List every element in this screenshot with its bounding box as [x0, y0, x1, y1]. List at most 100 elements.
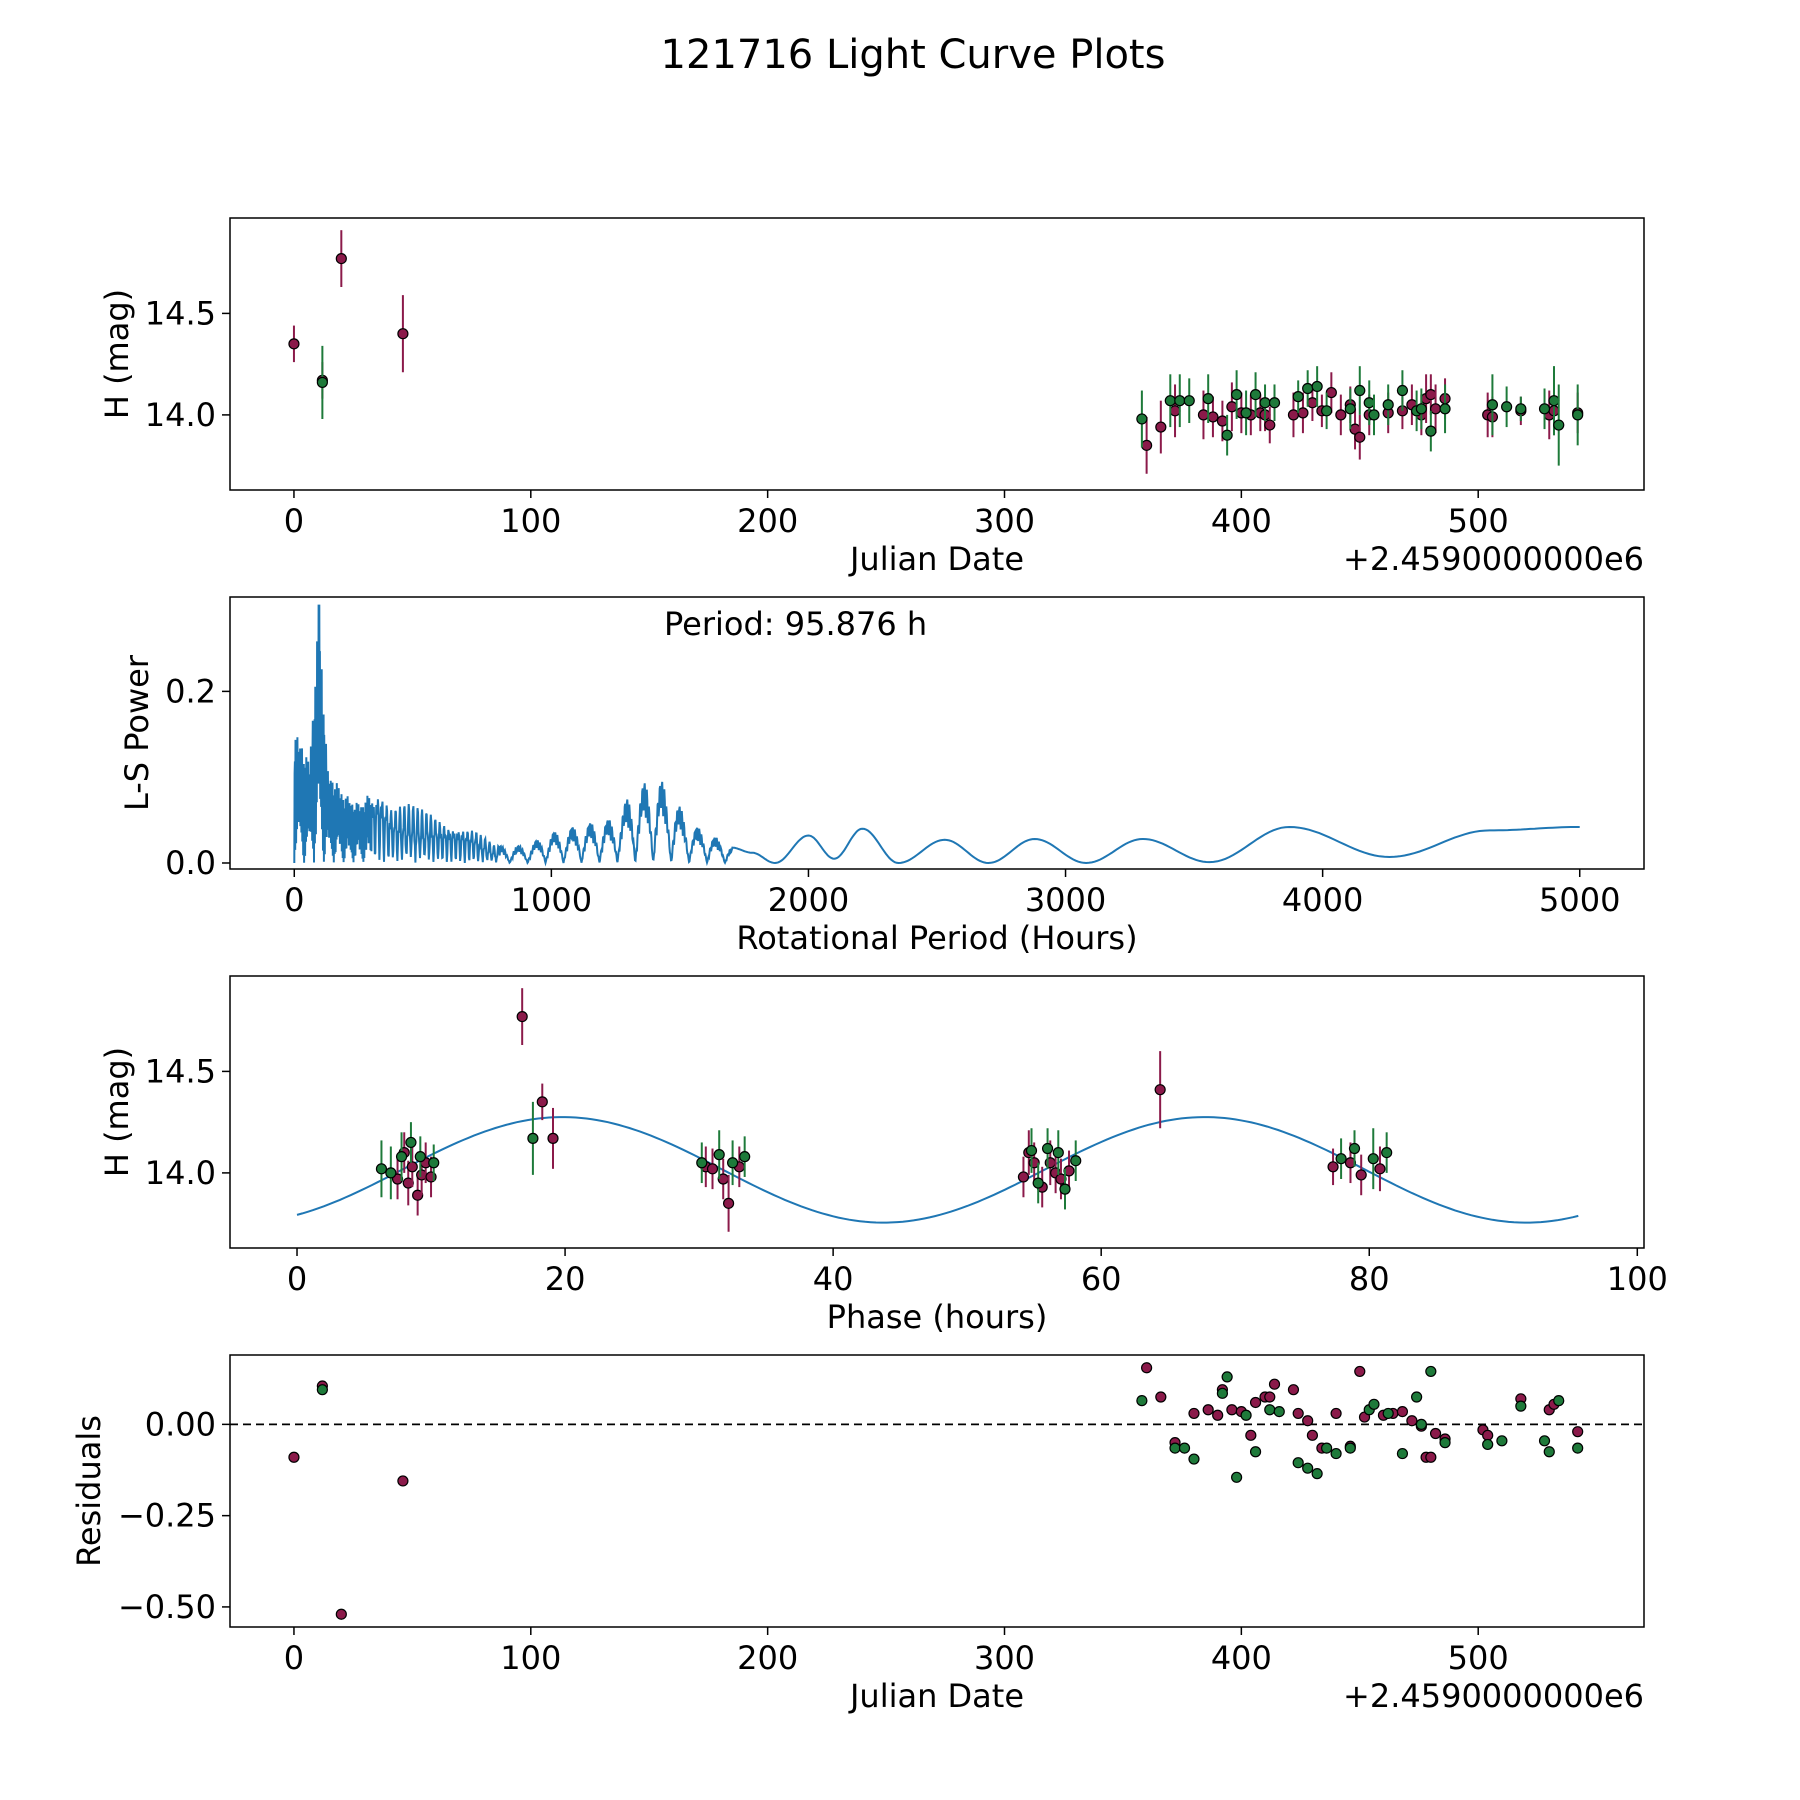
x-offset-label: +2.4590000000e6	[1343, 540, 1644, 578]
data-point	[397, 1475, 409, 1487]
data-point	[316, 376, 328, 389]
x-tick-label: 0	[287, 1260, 307, 1298]
data-point	[1429, 1427, 1442, 1440]
data-point	[1231, 1471, 1243, 1483]
data-point	[1396, 1405, 1409, 1418]
data-point	[1354, 431, 1366, 443]
data-point	[335, 1608, 347, 1620]
x-tick-label: 40	[813, 1260, 854, 1298]
y-tick-label: 14.5	[145, 1052, 216, 1090]
axes-frame	[229, 217, 1645, 491]
axes-frame	[229, 596, 1645, 870]
data-point	[1240, 407, 1252, 419]
data-point	[1188, 1453, 1200, 1465]
data-point	[1411, 1391, 1423, 1403]
data-point	[1259, 397, 1271, 409]
data-point	[1264, 419, 1276, 431]
x-tick-label: 100	[1607, 1260, 1668, 1298]
data-point	[316, 1384, 328, 1396]
x-tick-label: 200	[737, 1639, 798, 1677]
green-series	[375, 1101, 1393, 1210]
data-point	[696, 1157, 708, 1169]
data-point	[1367, 1153, 1379, 1165]
data-point	[1553, 1395, 1565, 1407]
data-point	[1344, 1442, 1356, 1454]
data-point	[397, 328, 409, 340]
data-point	[1381, 1146, 1393, 1159]
x-tick-label: 2000	[768, 881, 849, 919]
data-point	[1302, 1415, 1314, 1427]
model-curve	[296, 1116, 1579, 1224]
data-point	[1368, 409, 1380, 421]
panel-3: 0 20 40 60 80 100 14.0 14.5 Phase (hours) H (mag)	[98, 975, 1668, 1336]
x-tick-label: 0	[284, 1639, 304, 1677]
data-point	[335, 252, 347, 265]
x-tick-label: 5000	[1539, 881, 1620, 919]
data-point	[1264, 1404, 1276, 1416]
data-point	[1155, 1391, 1167, 1403]
plot-area	[296, 988, 1579, 1232]
data-point	[527, 1132, 539, 1144]
data-point	[1188, 1407, 1200, 1420]
data-point	[1292, 391, 1304, 403]
data-point	[1335, 409, 1347, 421]
data-point	[1415, 403, 1427, 415]
y-axis-label: L-S Power	[118, 654, 156, 811]
data-point	[1538, 403, 1551, 415]
data-point	[1348, 1142, 1361, 1155]
data-point	[1249, 1446, 1262, 1458]
data-point	[1292, 1457, 1304, 1469]
x-tick-label: 4000	[1282, 881, 1363, 919]
data-point	[1515, 403, 1527, 415]
data-point	[1273, 1405, 1285, 1418]
x-tick-label: 500	[1448, 1639, 1509, 1677]
data-point	[1330, 1447, 1342, 1460]
data-point	[727, 1157, 739, 1169]
panel-1: 0 100 200 300 400 500 14.0 14.5 Julian Date H (ma…	[98, 217, 1645, 578]
data-point	[1264, 1391, 1276, 1403]
data-point	[1325, 386, 1337, 399]
data-point	[1321, 405, 1333, 417]
data-point	[1515, 1400, 1527, 1412]
data-point	[1429, 403, 1442, 415]
data-point	[1287, 1384, 1300, 1396]
data-point	[1354, 1365, 1366, 1378]
x-tick-label: 0	[284, 502, 304, 540]
data-point	[1052, 1146, 1064, 1159]
data-point	[516, 1010, 528, 1023]
data-point	[1311, 1468, 1323, 1480]
data-point	[1178, 1442, 1191, 1454]
x-tick-label: 500	[1448, 502, 1509, 540]
data-point	[1363, 397, 1375, 409]
data-point	[1321, 1442, 1333, 1454]
data-point	[1439, 403, 1451, 415]
data-point	[1183, 395, 1195, 407]
data-point	[547, 1132, 559, 1144]
data-point	[1425, 388, 1437, 401]
x-tick-label: 200	[737, 502, 798, 540]
data-point	[1306, 397, 1319, 409]
data-point	[1572, 409, 1584, 421]
data-point	[1174, 395, 1186, 407]
data-point	[1496, 1435, 1508, 1447]
data-point	[395, 1151, 408, 1163]
data-point	[1553, 419, 1565, 431]
data-point	[1245, 1429, 1257, 1441]
data-point	[1354, 384, 1366, 397]
data-point	[1268, 397, 1281, 409]
data-point	[1501, 401, 1513, 413]
data-point	[1202, 393, 1214, 405]
data-point	[1297, 407, 1309, 419]
data-point	[1216, 1387, 1229, 1399]
data-point	[1070, 1155, 1082, 1167]
data-point	[1154, 1084, 1166, 1096]
data-point	[406, 1161, 418, 1173]
x-tick-label: 300	[974, 1639, 1035, 1677]
data-point	[1355, 1169, 1367, 1181]
data-point	[1396, 384, 1409, 397]
data-point	[713, 1149, 725, 1161]
plot-area	[230, 1362, 1644, 1620]
data-point	[1164, 395, 1176, 407]
data-point	[1231, 388, 1243, 401]
